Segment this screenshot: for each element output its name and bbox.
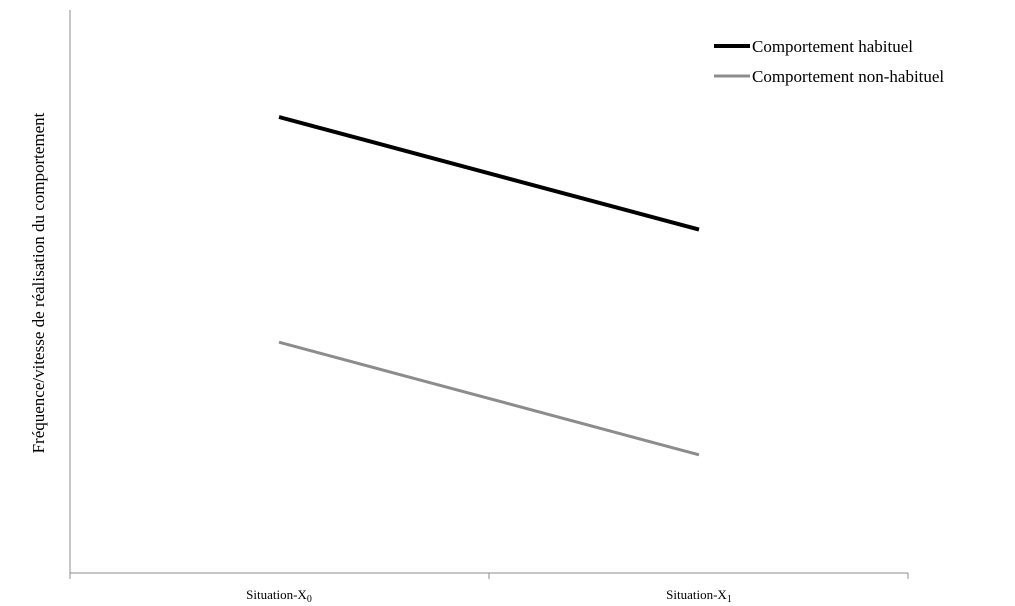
x-axis: Situation-X0 Situation-X1 xyxy=(69,572,909,605)
legend-label-non-habituel: Comportement non-habituel xyxy=(752,67,944,86)
x-tick-label: Situation-X0 xyxy=(246,587,312,605)
legend: Comportement habituel Comportement non-h… xyxy=(714,37,944,86)
y-axis-label: Fréquence/vitesse de réalisation du comp… xyxy=(29,112,48,453)
legend-label-habituel: Comportement habituel xyxy=(752,37,913,56)
series-line-non-habituel xyxy=(278,340,700,457)
series-layer xyxy=(278,115,700,457)
x-tick-label: Situation-X1 xyxy=(666,587,732,605)
series-line-habituel xyxy=(278,115,700,232)
